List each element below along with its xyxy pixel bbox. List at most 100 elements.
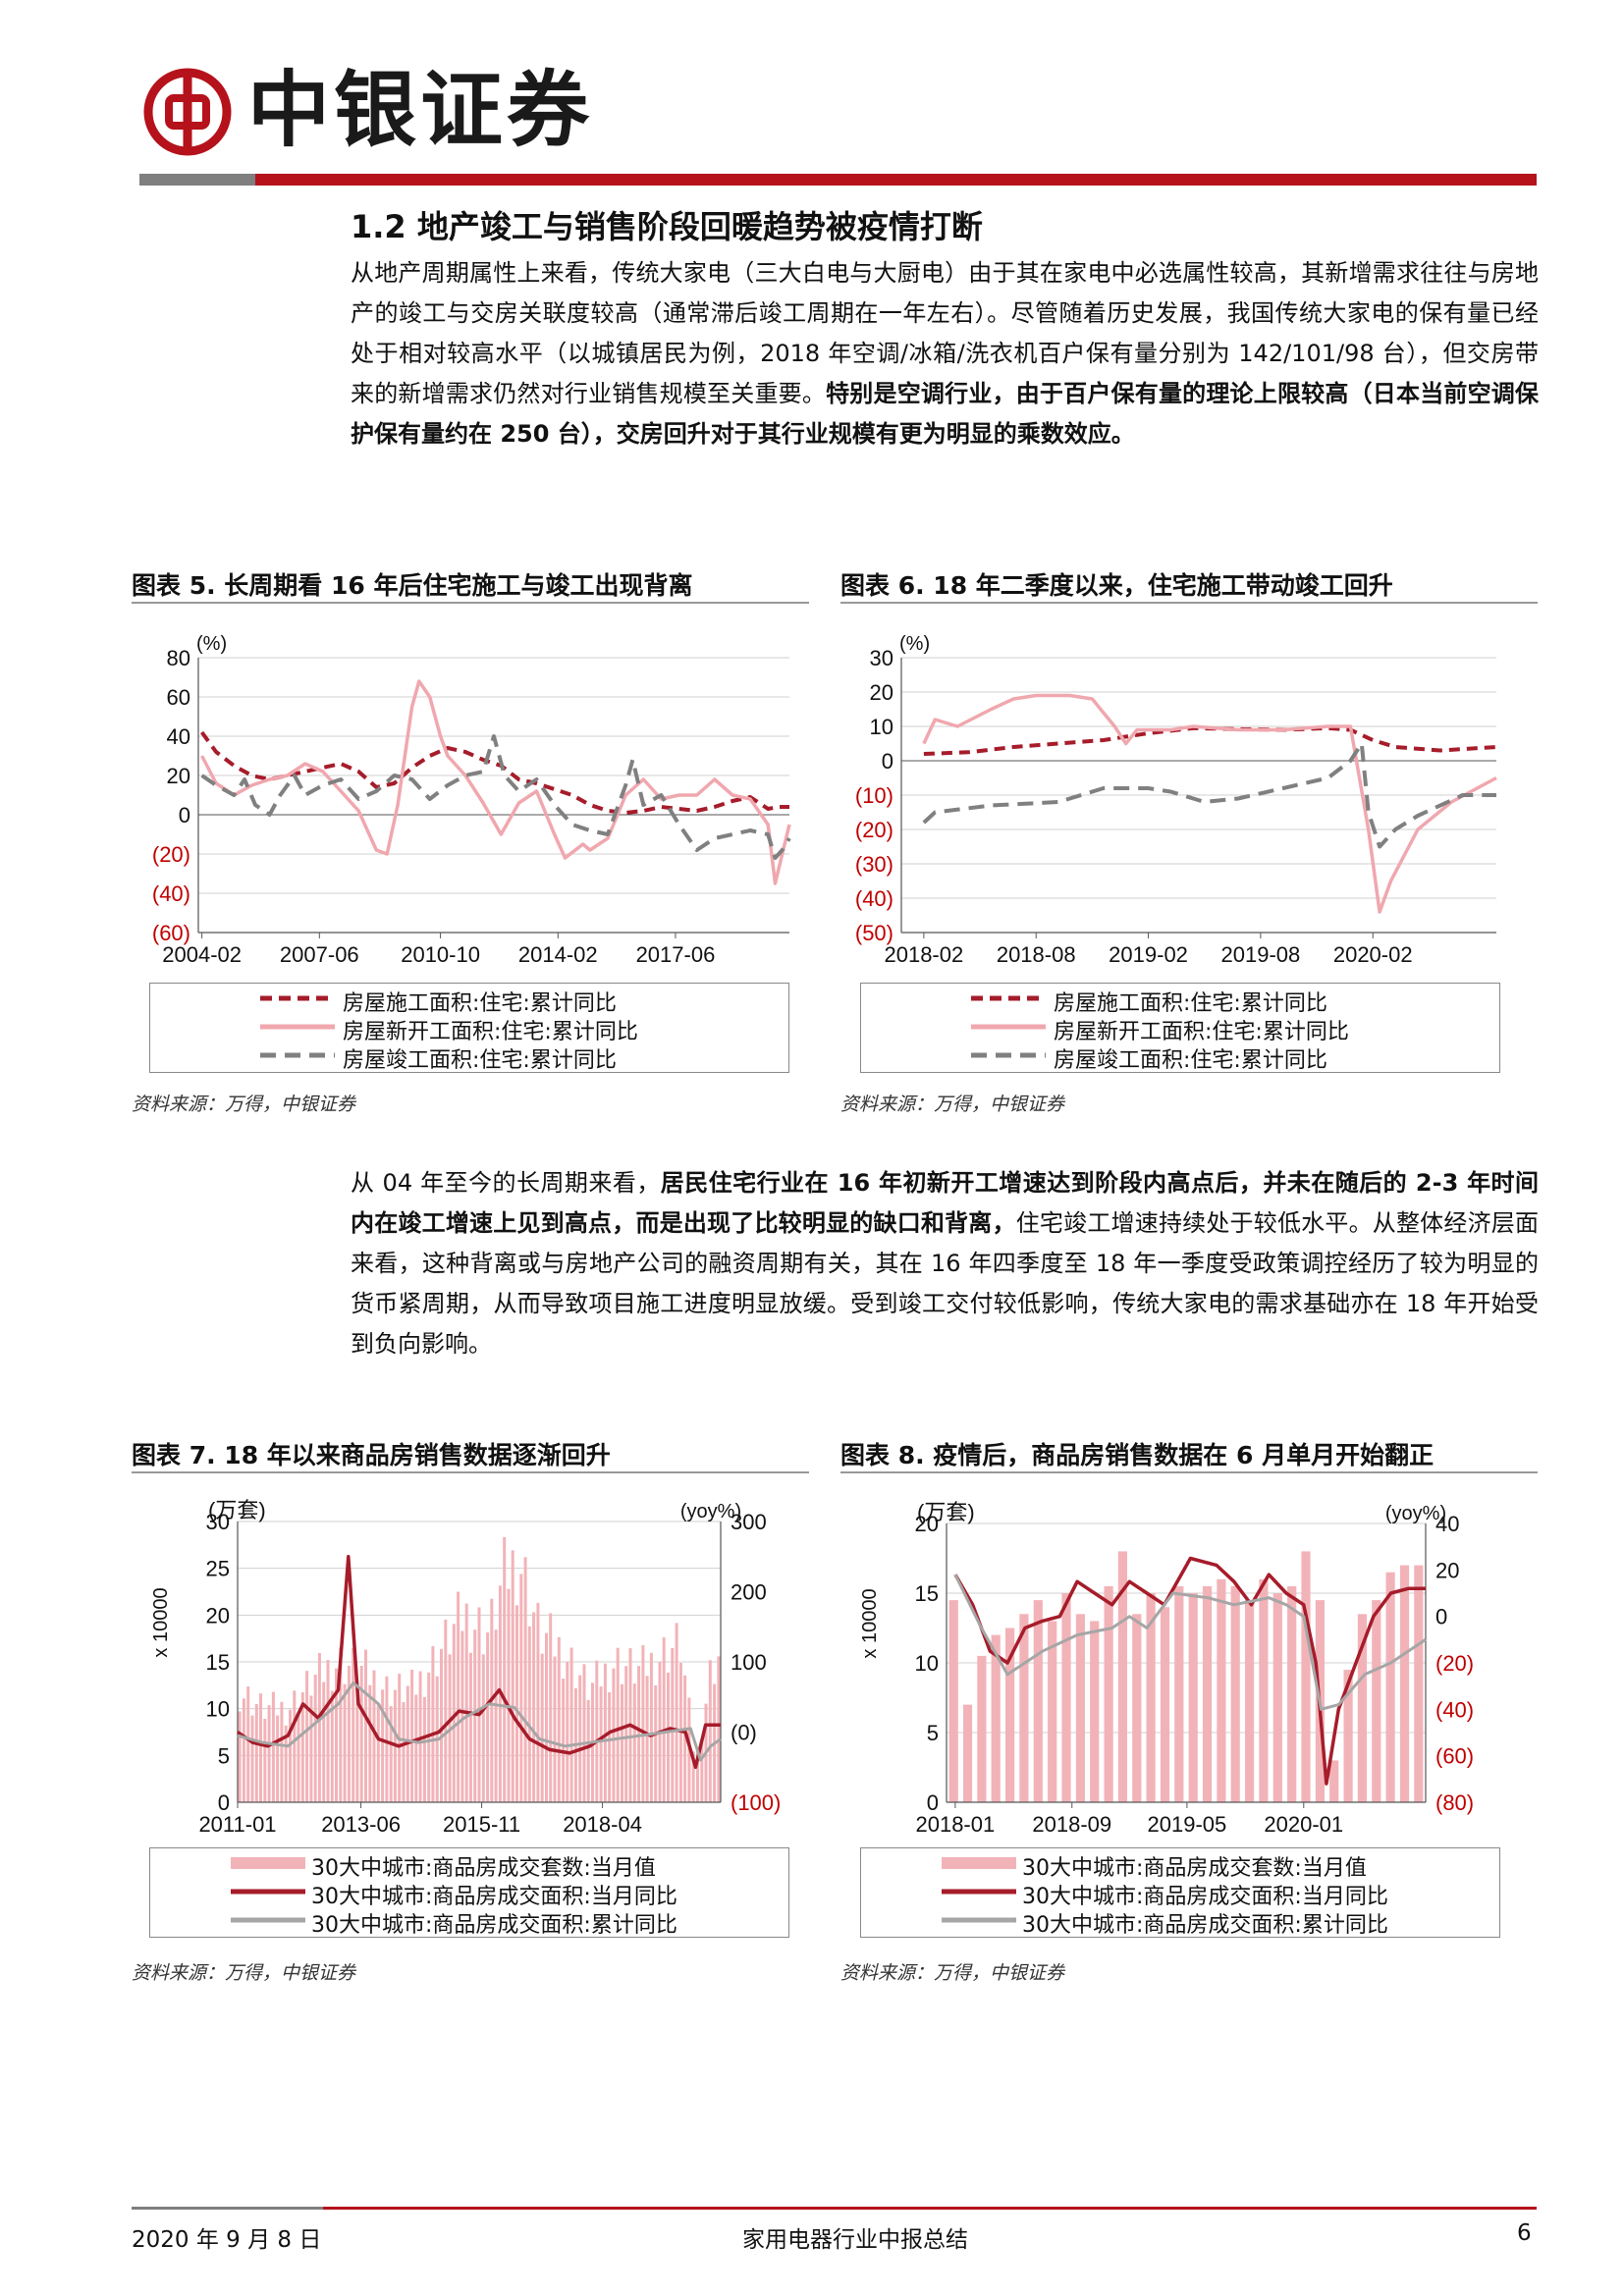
fig7-bar: [503, 1537, 507, 1802]
fig7-legend-label-1: 30大中城市:商品房成交套数:当月值: [311, 1856, 656, 1881]
fig8-bar: [962, 1704, 973, 1802]
fig8-title: 图表 8. 疫情后，商品房销售数据在 6 月单月开始翻正: [840, 1441, 1435, 1469]
header-rule-red: [255, 174, 1537, 186]
fig7-bar: [553, 1656, 557, 1802]
fig7-bar: [289, 1709, 292, 1802]
fig8-y-left-tick-label: 5: [927, 1721, 939, 1745]
fig6-x-tick-label: 2018-08: [997, 942, 1076, 967]
fig8-left-unit-label: (万套): [917, 1500, 975, 1524]
fig6-series-line-2: [922, 693, 1497, 914]
fig7-bar: [486, 1632, 490, 1802]
fig8-bar: [948, 1600, 958, 1802]
fig7-bar: [280, 1701, 284, 1802]
fig7-bar: [267, 1705, 271, 1802]
fig6-y-tick-label: (20): [855, 818, 893, 842]
fig8-x-tick-label: 2018-09: [1032, 1812, 1111, 1837]
fig6-y-tick-label: 0: [882, 749, 893, 774]
fig7-bar: [527, 1626, 531, 1802]
fig6-title: 图表 6. 18 年二季度以来，住宅施工带动竣工回升: [840, 571, 1393, 600]
fig8-legend-swatch-3: [942, 1917, 1016, 1923]
fig5-y-tick-label: (20): [152, 842, 190, 867]
fig7-bar: [549, 1613, 553, 1802]
fig7-bar: [364, 1649, 367, 1802]
fig7-bar: [667, 1672, 670, 1802]
fig8-bar: [1217, 1578, 1226, 1802]
fig6-title-rule: [840, 602, 1538, 604]
fig8-y-right-tick-label: (40): [1435, 1697, 1474, 1722]
fig5-unit-label: (%): [196, 633, 227, 655]
fig8-y-right-tick-label: 0: [1435, 1605, 1447, 1629]
fig7-bar: [515, 1605, 518, 1802]
fig7-bar: [477, 1607, 481, 1802]
fig6-y-tick-label: (40): [855, 886, 893, 911]
fig8-x-tick-label: 2020-01: [1264, 1812, 1343, 1837]
fig7-y-left-tick-label: 0: [218, 1790, 230, 1815]
fig7-legend-swatch-2: [231, 1889, 305, 1895]
fig7-bar: [683, 1675, 687, 1802]
fig7-bar: [347, 1666, 351, 1802]
fig7-bar: [271, 1691, 275, 1802]
fig7-bar: [242, 1698, 245, 1802]
fig7-bar: [671, 1648, 675, 1802]
fig7-bar: [603, 1663, 607, 1802]
fig5-legend-swatch-3: [260, 1052, 335, 1058]
fig7-y-right-tick-label: 300: [731, 1510, 767, 1534]
fig6-legend-label-1: 房屋施工面积:住宅:累计同比: [1054, 991, 1327, 1016]
fig7-bar: [654, 1685, 658, 1802]
fig5-y-tick-label: (60): [152, 921, 190, 945]
fig7-series-line-3: [237, 1681, 722, 1762]
fig8-title-rule: [840, 1471, 1538, 1473]
fig5-title-rule: [132, 602, 809, 604]
fig7-bar: [519, 1574, 523, 1802]
fig7-x-tick-label: 2018-04: [563, 1812, 642, 1837]
fig7-bar: [339, 1647, 343, 1802]
fig8-bar: [1343, 1670, 1353, 1802]
fig8-chart: 20 15 10 5 0 40 20 0 (20) (40) (60) (80) 2018-01 2018…: [859, 1500, 1474, 1837]
fig8-bar: [1075, 1614, 1085, 1802]
fig7-y-right-tick-label: 100: [731, 1650, 767, 1675]
fig7-bar: [376, 1703, 380, 1802]
fig7-y-left-tick-label: 30: [206, 1510, 230, 1534]
fig7-bar: [569, 1647, 573, 1802]
fig7-bar: [700, 1739, 704, 1802]
fig7-bar: [313, 1674, 317, 1802]
footer-report-title: 家用电器行业中报总结: [742, 2227, 968, 2253]
fig5-x-tick-label: 2014-02: [518, 942, 598, 967]
fig6-legend-swatch-2: [971, 1024, 1046, 1030]
fig7-bar: [254, 1703, 258, 1802]
fig7-bar: [507, 1588, 511, 1802]
fig6-legend: 房屋施工面积:住宅:累计同比 房屋新开工面积:住宅:累计同比 房屋竣工面积:住宅…: [860, 983, 1500, 1073]
analysis-paragraph-normal-1: 从 04 年至今的长周期来看，: [351, 1169, 661, 1197]
fig7-bar: [368, 1684, 372, 1802]
fig6-y-tick-label: 10: [870, 715, 893, 739]
fig8-bar: [1287, 1585, 1297, 1802]
fig7-bar: [293, 1690, 297, 1802]
fig7-y-right-tick-label: (100): [731, 1790, 781, 1815]
fig8-left-multiplier-label: x 10000: [859, 1588, 881, 1658]
fig7-bar: [540, 1653, 544, 1802]
fig7-bar: [582, 1664, 586, 1802]
fig5-series-line-2: [200, 679, 791, 885]
fig8-bar: [1090, 1621, 1100, 1802]
fig5-y-tick-label: (40): [152, 881, 190, 906]
fig6-chart: 30 20 10 0 (10) (20) (30) (40) (50)2018-02 2018-0…: [855, 633, 1497, 967]
fig7-bar: [566, 1661, 569, 1802]
fig8-bar: [1329, 1760, 1339, 1802]
fig5-y-tick-label: 0: [179, 803, 190, 828]
fig8-source: 资料来源：万得，中银证券: [840, 1962, 1065, 1984]
fig7-bar: [599, 1686, 603, 1802]
footer-date: 2020 年 9 月 8 日: [132, 2227, 322, 2253]
fig5-source: 资料来源：万得，中银证券: [132, 1094, 356, 1115]
fig7-y-left-tick-label: 20: [206, 1603, 230, 1628]
fig5-x-tick-label: 2017-06: [636, 942, 716, 967]
fig7-bar: [624, 1666, 628, 1802]
fig7-bar: [696, 1748, 699, 1802]
fig8-bar: [1160, 1607, 1170, 1802]
fig5-legend: 房屋施工面积:住宅:累计同比 房屋新开工面积:住宅:累计同比 房屋竣工面积:住宅…: [149, 983, 789, 1073]
fig7-bar: [263, 1719, 267, 1802]
fig8-bar: [1372, 1600, 1381, 1802]
fig7-bar: [431, 1646, 435, 1802]
fig6-legend-swatch-1: [971, 995, 1046, 1001]
intro-paragraph-bold: 特别是空调行业，由于百户保有量的理论上限较高（日本当前空调保护保有量约在 250…: [351, 380, 1540, 448]
fig7-bar: [410, 1670, 414, 1802]
